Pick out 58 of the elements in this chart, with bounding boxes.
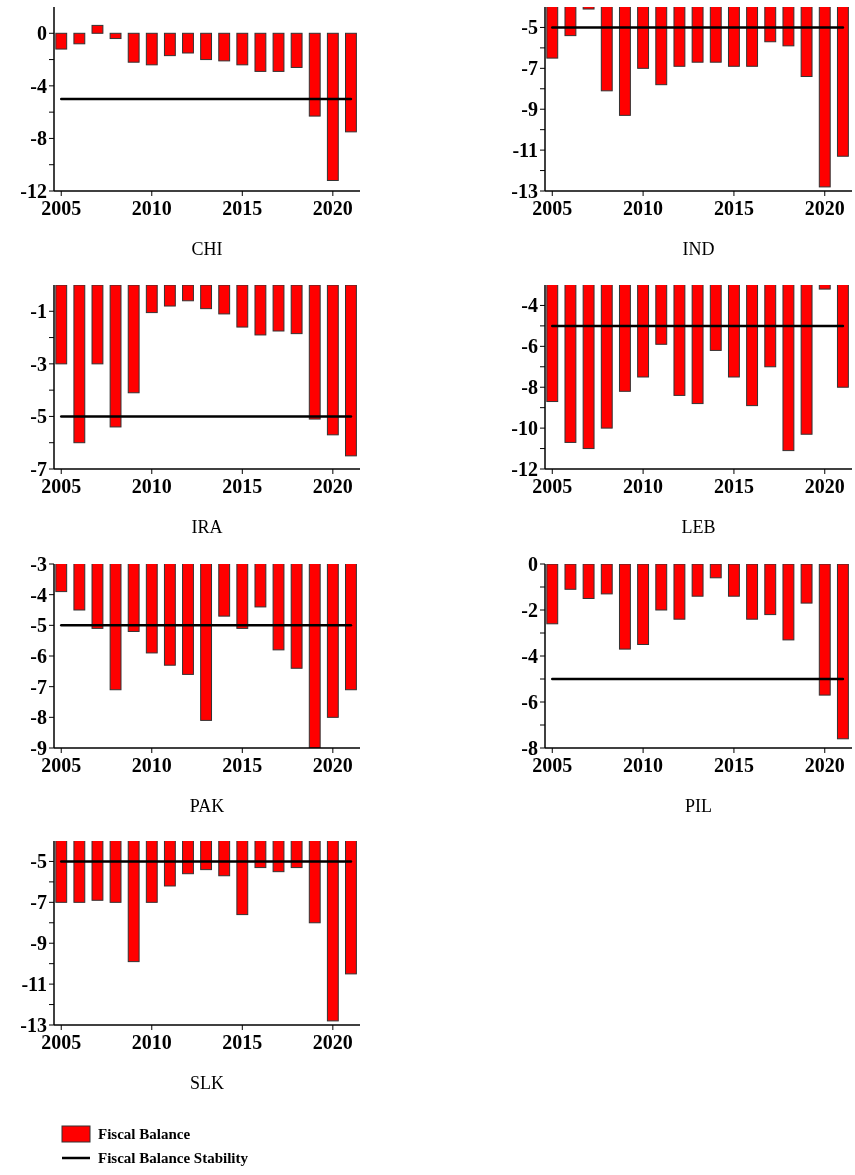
x-tick-label: 2015 xyxy=(713,197,754,219)
x-axis-title: PIL xyxy=(685,796,712,816)
y-tick-label: -4 xyxy=(30,583,47,606)
y-tick-label: -5 xyxy=(30,850,47,873)
x-tick-label: 2020 xyxy=(312,475,353,497)
y-tick-label: -6 xyxy=(521,691,538,713)
x-tick-label: 2010 xyxy=(623,197,664,219)
x-tick-label: 2015 xyxy=(713,754,754,776)
x-tick-label: 2015 xyxy=(222,197,263,219)
x-tick-label: 2015 xyxy=(222,475,263,497)
x-tick-label: 2015 xyxy=(713,475,754,497)
y-tick-label: -7 xyxy=(30,891,47,914)
x-tick-label: 2010 xyxy=(131,197,172,219)
y-tick-label: -4 xyxy=(521,645,538,667)
y-tick-label: -10 xyxy=(511,417,538,440)
x-tick-label: 2010 xyxy=(623,475,664,497)
x-tick-label: 2010 xyxy=(131,754,172,776)
y-tick-label: -8 xyxy=(30,127,47,150)
x-tick-label: 2010 xyxy=(131,1031,172,1053)
y-tick-label: -6 xyxy=(521,335,538,358)
x-axis-title: PAK xyxy=(189,796,225,816)
x-axis-title: CHI xyxy=(191,239,223,259)
x-tick-label: 2020 xyxy=(804,197,845,219)
y-tick-label: -11 xyxy=(512,139,538,162)
x-tick-label: 2020 xyxy=(804,754,845,776)
x-tick-label: 2020 xyxy=(312,197,353,219)
y-tick-label: 0 xyxy=(528,553,538,575)
y-tick-label: 0 xyxy=(37,22,47,45)
x-axis-title: IND xyxy=(682,239,715,259)
y-tick-label: -8 xyxy=(521,376,538,399)
y-tick-label: -5 xyxy=(30,405,47,428)
legend-label: Fiscal Balance xyxy=(98,1126,191,1143)
y-tick-label: -4 xyxy=(521,294,538,317)
y-tick-label: -5 xyxy=(521,16,538,39)
x-tick-label: 2020 xyxy=(312,1031,353,1053)
x-tick-label: 2020 xyxy=(312,754,353,776)
y-tick-label: -11 xyxy=(21,973,47,996)
x-axis-title: SLK xyxy=(189,1073,225,1093)
y-tick-label: -1 xyxy=(30,300,47,323)
y-tick-label: -7 xyxy=(521,57,538,80)
y-tick-label: -6 xyxy=(30,645,47,667)
y-tick-label: -5 xyxy=(30,614,47,637)
x-tick-label: 2015 xyxy=(222,1031,263,1053)
x-axis-title: LEB xyxy=(681,517,716,537)
y-tick-label: -4 xyxy=(30,74,47,97)
x-tick-label: 2015 xyxy=(222,754,263,776)
y-tick-label: -7 xyxy=(30,675,47,698)
x-tick-label: 2020 xyxy=(804,475,845,497)
x-tick-label: 2010 xyxy=(131,475,172,497)
y-tick-label: -3 xyxy=(30,352,47,375)
legend-label: Fiscal Balance Stability xyxy=(98,1150,249,1167)
y-tick-label: -9 xyxy=(30,932,47,955)
x-tick-label: 2010 xyxy=(623,754,664,776)
x-axis-title: IRA xyxy=(191,517,223,537)
y-tick-label: -8 xyxy=(30,706,47,729)
y-tick-label: -9 xyxy=(521,98,538,121)
y-tick-label: -2 xyxy=(521,599,538,621)
y-tick-label: -3 xyxy=(30,553,47,575)
